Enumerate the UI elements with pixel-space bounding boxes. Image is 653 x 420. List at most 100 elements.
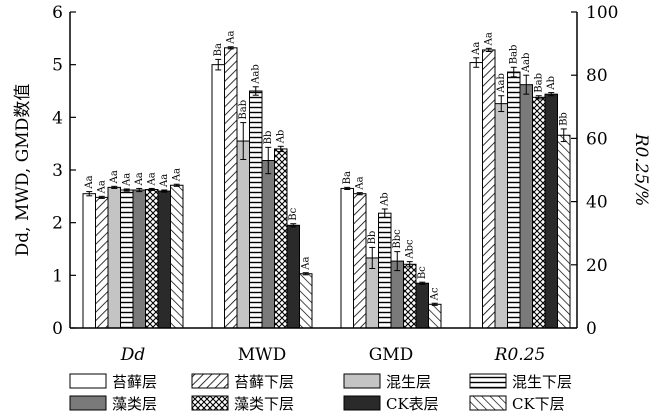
- bar: [145, 188, 159, 329]
- bar: [482, 49, 496, 329]
- significance-label: Abc: [405, 239, 416, 260]
- bar: [211, 64, 225, 329]
- legend-label: 藻类下层: [234, 395, 294, 413]
- y-right-tick-label: 80: [586, 66, 608, 86]
- significance-label: Aa: [301, 256, 312, 270]
- y-left-tick-label: 1: [52, 266, 63, 286]
- significance-label: Bb: [367, 231, 378, 245]
- significance-label: Bb: [263, 131, 274, 145]
- legend-label: 混生下层: [512, 373, 572, 391]
- significance-label: Aab: [521, 53, 532, 74]
- significance-label: Ab: [276, 130, 287, 145]
- significance-label: Aa: [471, 42, 482, 56]
- legend-label: 藻类层: [112, 395, 157, 413]
- bar: [403, 263, 417, 329]
- y-right-axis-title: R0.25/%: [631, 133, 651, 207]
- bar: [249, 90, 263, 329]
- bar: [82, 193, 96, 329]
- bar: [170, 184, 184, 329]
- significance-label: Aa: [172, 168, 183, 182]
- bar: [299, 273, 313, 329]
- bar: [390, 260, 404, 329]
- significance-label: Aa: [484, 32, 495, 46]
- bar: [519, 84, 533, 329]
- significance-label: Aa: [147, 172, 158, 186]
- category-label: R0.25: [494, 345, 546, 365]
- legend-label: CK表层: [386, 395, 439, 413]
- significance-label: Ab: [546, 76, 557, 91]
- y-right-tick-label: 0: [586, 319, 597, 339]
- legend-label: 苔藓下层: [234, 373, 294, 391]
- significance-label: Bc: [288, 207, 299, 220]
- y-left-tick-label: 5: [52, 56, 63, 76]
- bar: [286, 224, 300, 329]
- significance-label: Ab: [380, 192, 391, 207]
- bar: [378, 212, 392, 329]
- category-label: GMD: [369, 345, 414, 365]
- y-left-tick-label: 2: [52, 214, 63, 234]
- bar: [428, 303, 442, 329]
- y-left-tick-label: 6: [52, 3, 63, 23]
- bar: [107, 186, 121, 329]
- y-right-tick-label: 20: [586, 256, 608, 276]
- bar: [261, 160, 275, 329]
- bar: [236, 140, 250, 329]
- y-right-tick-label: 60: [586, 129, 608, 149]
- bar: [274, 148, 288, 329]
- y-right-tick-label: 100: [586, 3, 618, 23]
- legend-label: CK下层: [512, 395, 565, 413]
- significance-label: Aa: [226, 31, 237, 45]
- legend-label: 苔藓层: [112, 373, 157, 391]
- y-left-tick-label: 4: [52, 108, 63, 128]
- significance-label: Aa: [97, 180, 108, 194]
- significance-label: Bab: [534, 73, 545, 93]
- significance-label: Aa: [159, 174, 170, 188]
- bar: [532, 96, 546, 329]
- legend-swatch: [469, 395, 507, 411]
- bar: [157, 190, 171, 329]
- significance-label: Bab: [238, 100, 249, 120]
- bar: [224, 47, 238, 329]
- significance-label: Aab: [251, 64, 262, 85]
- y-left-tick-label: 3: [52, 161, 63, 181]
- significance-label: Bb: [559, 112, 570, 126]
- bar: [469, 62, 483, 329]
- y-left-tick-label: 0: [52, 319, 63, 339]
- legend-swatch: [69, 373, 107, 389]
- category-label: MWD: [238, 345, 287, 365]
- legend-swatch: [343, 395, 381, 411]
- bar: [353, 193, 367, 329]
- significance-label: Aa: [355, 176, 366, 190]
- significance-label: Ba: [213, 43, 224, 56]
- significance-label: Aa: [109, 170, 120, 184]
- legend-swatch: [69, 395, 107, 411]
- legend-label: 混生层: [386, 373, 431, 391]
- significance-label: Bc: [417, 266, 428, 279]
- bar: [507, 71, 521, 329]
- bar: [132, 189, 146, 329]
- y-right-tick-label: 40: [586, 193, 608, 213]
- bar: [95, 196, 109, 329]
- bar: [340, 187, 354, 329]
- significance-label: Ba: [342, 171, 353, 184]
- significance-label: Aa: [134, 172, 145, 186]
- significance-label: Aa: [84, 175, 95, 189]
- bar: [557, 134, 571, 329]
- significance-label: Aab: [496, 73, 507, 94]
- bar: [120, 189, 134, 329]
- significance-label: Bab: [509, 45, 520, 65]
- legend-swatch: [191, 395, 229, 411]
- legend-swatch: [343, 373, 381, 389]
- legend-swatch: [469, 373, 507, 389]
- bar: [544, 93, 558, 329]
- category-label: Dd: [120, 345, 146, 365]
- legend-swatch: [191, 373, 229, 389]
- bar: [415, 282, 429, 329]
- bar: [494, 103, 508, 329]
- y-left-axis-title: Dd, MWD, GMD数值: [13, 84, 33, 257]
- significance-label: Aa: [122, 173, 133, 187]
- significance-label: Ac: [430, 287, 441, 301]
- significance-label: Bbc: [392, 229, 403, 249]
